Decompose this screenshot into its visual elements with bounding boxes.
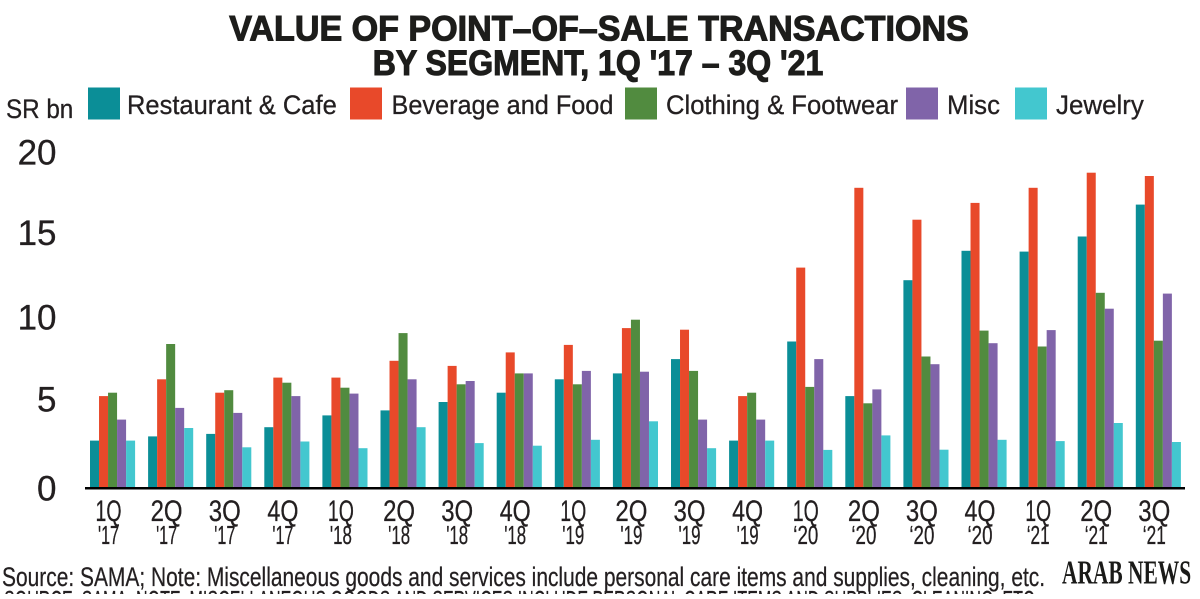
svg-text:1Q: 1Q xyxy=(328,495,354,528)
svg-text:4Q: 4Q xyxy=(965,495,996,528)
svg-text:'19: '19 xyxy=(679,520,701,550)
svg-text:SR bn: SR bn xyxy=(6,95,73,124)
svg-text:2Q: 2Q xyxy=(848,495,880,528)
svg-text:'17: '17 xyxy=(98,520,119,550)
svg-text:3Q: 3Q xyxy=(209,495,241,528)
svg-text:BY SEGMENT, 1Q '17 – 3Q '21: BY SEGMENT, 1Q '17 – 3Q '21 xyxy=(373,45,824,84)
svg-text:Clothing & Footwear: Clothing & Footwear xyxy=(666,89,898,120)
svg-text:'19: '19 xyxy=(737,520,759,550)
svg-text:1Q: 1Q xyxy=(1025,495,1051,528)
svg-text:Jewelry: Jewelry xyxy=(1056,90,1145,121)
svg-text:4Q: 4Q xyxy=(732,495,763,528)
svg-text:Beverage and Food: Beverage and Food xyxy=(392,89,614,120)
svg-text:20: 20 xyxy=(18,134,57,173)
svg-text:15: 15 xyxy=(18,214,57,253)
svg-text:'19: '19 xyxy=(620,520,642,550)
svg-text:Misc: Misc xyxy=(947,89,1000,120)
svg-text:‘20: ‘20 xyxy=(968,520,993,550)
svg-text:ARAB NEWS: ARAB NEWS xyxy=(1062,555,1191,592)
svg-text:5: 5 xyxy=(37,381,56,420)
svg-text:3Q: 3Q xyxy=(674,495,706,528)
svg-text:'17: '17 xyxy=(156,520,177,550)
svg-text:4Q: 4Q xyxy=(267,495,298,528)
svg-text:'18: '18 xyxy=(388,520,410,550)
svg-text:'17: '17 xyxy=(272,520,293,550)
svg-text:3Q: 3Q xyxy=(906,495,938,528)
svg-text:Restaurant & Cafe: Restaurant & Cafe xyxy=(127,89,337,120)
svg-text:'19: '19 xyxy=(562,520,584,550)
svg-text:3Q: 3Q xyxy=(1138,495,1170,528)
svg-text:1Q: 1Q xyxy=(560,495,586,528)
svg-text:‘20: ‘20 xyxy=(909,520,934,550)
svg-text:2Q: 2Q xyxy=(1080,495,1112,528)
svg-text:'17: '17 xyxy=(214,520,235,550)
svg-text:'18: '18 xyxy=(504,520,526,550)
svg-text:‘21: ‘21 xyxy=(1027,520,1050,550)
svg-text:0: 0 xyxy=(37,470,56,509)
svg-text:‘21: ‘21 xyxy=(1143,520,1166,550)
svg-text:2Q: 2Q xyxy=(151,495,183,528)
svg-text:'18: '18 xyxy=(446,520,468,550)
svg-text:2Q: 2Q xyxy=(383,495,415,528)
svg-text:1Q: 1Q xyxy=(96,495,122,528)
svg-text:‘21: ‘21 xyxy=(1085,520,1108,550)
svg-text:Source: SAMA; Note: Miscellane: Source: SAMA; Note: Miscellaneous goods … xyxy=(2,563,1045,593)
svg-text:'18: '18 xyxy=(330,520,352,550)
svg-text:‘20: ‘20 xyxy=(793,520,818,550)
svg-text:2Q: 2Q xyxy=(615,495,647,528)
svg-text:SOURCE: SAMA; NOTE: MISCELLANE: SOURCE: SAMA; NOTE: MISCELLANEOUS GOODS … xyxy=(4,585,1039,594)
svg-text:3Q: 3Q xyxy=(441,495,473,528)
svg-text:4Q: 4Q xyxy=(500,495,531,528)
svg-text:VALUE OF POINT–OF–SALE TRANSAC: VALUE OF POINT–OF–SALE TRANSACTIONS xyxy=(229,10,969,48)
svg-text:1Q: 1Q xyxy=(793,495,819,528)
svg-text:10: 10 xyxy=(18,299,57,338)
svg-text:‘20: ‘20 xyxy=(851,520,876,550)
